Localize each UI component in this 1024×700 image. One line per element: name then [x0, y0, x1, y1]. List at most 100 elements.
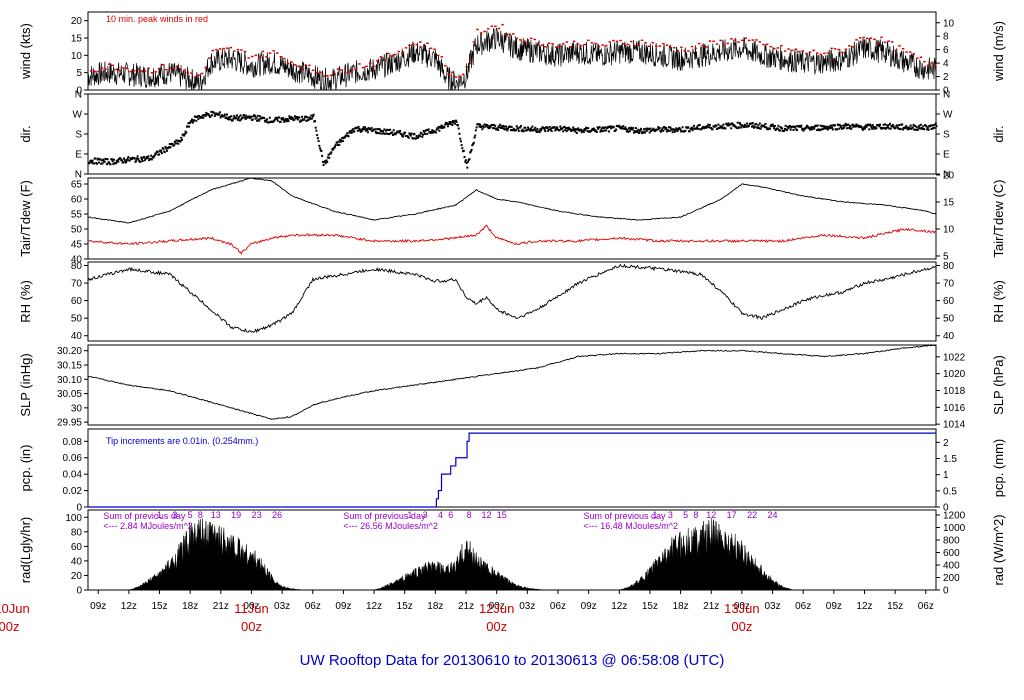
direction-point: [358, 128, 361, 130]
peak-wind-point: [801, 50, 805, 52]
direction-point: [225, 116, 228, 119]
direction-point: [241, 116, 244, 119]
direction-point: [681, 126, 684, 129]
left-tick-label: 0.02: [63, 486, 83, 497]
direction-point: [185, 131, 188, 134]
direction-point: [773, 125, 776, 127]
direction-point: [676, 130, 679, 133]
direction-point: [162, 147, 165, 150]
peak-wind-point: [522, 41, 526, 43]
direction-point: [636, 131, 639, 134]
peak-wind-point: [483, 30, 486, 33]
direction-point: [294, 115, 296, 118]
direction-point: [243, 116, 246, 119]
peak-wind-point: [869, 37, 873, 39]
direction-point: [296, 118, 299, 121]
direction-point: [173, 144, 176, 147]
peak-wind-point: [436, 54, 440, 57]
peak-wind-point: [311, 69, 315, 72]
direction-point: [607, 125, 610, 128]
direction-point: [816, 124, 819, 127]
peak-wind-point: [762, 43, 765, 46]
day-label: 11Jun: [234, 601, 268, 616]
peak-wind-point: [279, 56, 283, 58]
direction-point: [452, 121, 455, 124]
x-tick-label: 03z: [274, 601, 290, 612]
peak-wind-point: [165, 68, 168, 71]
y-axis-label: rad(Lgly/hr): [18, 517, 33, 583]
direction-point: [554, 129, 557, 132]
direction-point: [287, 120, 290, 123]
direction-point: [794, 125, 797, 128]
direction-point: [324, 162, 327, 165]
direction-point: [720, 125, 723, 128]
chart-title: UW Rooftop Data for 20130610 to 20130613…: [300, 652, 725, 669]
right-tick-label: S: [943, 130, 950, 141]
direction-point: [188, 122, 191, 124]
x-tick-label: 21z: [703, 601, 719, 612]
day-label: 12Jun: [479, 601, 514, 616]
direction-point: [550, 130, 553, 133]
x-tick-label: 00z: [243, 601, 259, 612]
peak-wind-point: [379, 56, 383, 58]
direction-point: [909, 124, 912, 127]
peak-wind-point: [744, 37, 747, 39]
direction-point: [192, 120, 195, 123]
peak-wind-point: [715, 43, 719, 45]
peak-wind-point: [773, 47, 776, 50]
direction-point: [870, 125, 873, 128]
direction-point: [375, 132, 378, 135]
direction-point: [901, 123, 904, 126]
direction-point: [809, 127, 812, 130]
direction-point: [711, 128, 714, 131]
direction-point: [122, 161, 125, 164]
left-tick-label: 50: [71, 314, 83, 325]
direction-point: [388, 133, 391, 136]
peak-wind-point: [930, 62, 933, 64]
direction-point: [575, 132, 578, 134]
peak-wind-point: [222, 47, 225, 50]
direction-point: [345, 134, 348, 137]
direction-point: [367, 126, 370, 129]
rad-top-label: 8: [693, 510, 698, 520]
direction-point: [569, 128, 572, 131]
direction-point: [624, 126, 627, 129]
peak-wind-point: [186, 71, 190, 74]
direction-point: [315, 129, 318, 132]
peak-wind-point: [622, 43, 626, 45]
direction-point: [855, 123, 858, 126]
direction-point: [863, 126, 866, 129]
right-tick-label: 60: [943, 296, 955, 307]
direction-point: [432, 131, 434, 134]
peak-wind-point: [816, 52, 819, 54]
direction-point: [268, 121, 271, 124]
direction-point: [331, 148, 334, 151]
direction-point: [175, 139, 178, 142]
peak-wind-point: [358, 63, 361, 65]
direction-point: [914, 128, 917, 131]
direction-point: [446, 123, 449, 125]
peak-wind-point: [111, 64, 114, 67]
day-label: 10Jun: [0, 601, 30, 616]
direction-point: [101, 162, 104, 165]
direction-point: [736, 121, 739, 124]
direction-point: [529, 129, 532, 132]
direction-point: [563, 125, 566, 128]
direction-point: [724, 127, 727, 130]
direction-point: [904, 127, 906, 130]
right-tick-label: 20: [943, 170, 955, 181]
direction-point: [180, 136, 183, 139]
direction-point: [448, 121, 451, 124]
direction-point: [891, 125, 894, 128]
direction-point: [731, 123, 734, 126]
peak-wind-point: [898, 45, 901, 47]
peak-wind-point: [805, 52, 808, 55]
day-hour-label: 00z: [731, 619, 752, 634]
right-tick-label: 1: [943, 470, 949, 481]
direction-point: [374, 131, 377, 133]
direction-point: [548, 125, 551, 128]
series-tair: [87, 177, 937, 224]
direction-point: [502, 124, 505, 127]
rad-top-label: 3: [172, 510, 177, 520]
